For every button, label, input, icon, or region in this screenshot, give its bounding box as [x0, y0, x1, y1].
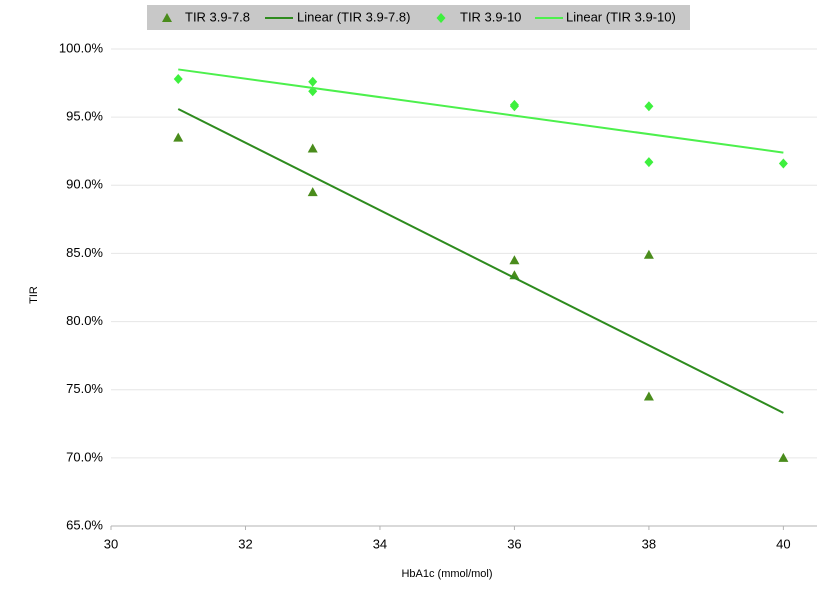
marker — [509, 101, 519, 112]
marker — [308, 76, 318, 87]
trend-line — [177, 108, 784, 414]
marker — [778, 158, 788, 169]
x-tick-label: 40 — [776, 536, 790, 551]
y-tick-label: 100.0% — [59, 40, 104, 55]
marker — [644, 157, 654, 168]
legend-label: TIR 3.9-10 — [460, 9, 521, 24]
y-tick-label: 75.0% — [66, 381, 103, 396]
legend-label: Linear (TIR 3.9-7.8) — [297, 9, 410, 24]
x-tick-label: 34 — [373, 536, 387, 551]
legend-label: TIR 3.9-7.8 — [185, 9, 250, 24]
marker — [436, 13, 446, 23]
trend-line — [178, 68, 784, 154]
marker — [173, 132, 184, 142]
marker — [643, 391, 654, 401]
marker — [644, 101, 654, 112]
marker — [643, 249, 654, 259]
marker — [173, 73, 183, 84]
marker — [307, 187, 318, 197]
legend-label: Linear (TIR 3.9-10) — [566, 9, 676, 24]
x-tick-label: 32 — [238, 536, 252, 551]
y-tick-label: 65.0% — [66, 517, 103, 532]
x-tick-label: 38 — [642, 536, 656, 551]
y-tick-label: 95.0% — [66, 109, 103, 124]
marker — [509, 255, 520, 265]
y-tick-label: 85.0% — [66, 245, 103, 260]
x-axis-title: HbA1c (mmol/mol) — [401, 568, 492, 580]
y-tick-label: 70.0% — [66, 449, 103, 464]
x-tick-label: 36 — [507, 536, 521, 551]
y-axis-title: TIR — [28, 286, 40, 304]
y-tick-label: 90.0% — [66, 177, 103, 192]
x-tick-label: 30 — [104, 536, 118, 551]
legend-box — [147, 5, 690, 30]
marker — [778, 452, 789, 462]
y-tick-label: 80.0% — [66, 313, 103, 328]
marker — [162, 13, 172, 22]
marker — [307, 143, 318, 153]
